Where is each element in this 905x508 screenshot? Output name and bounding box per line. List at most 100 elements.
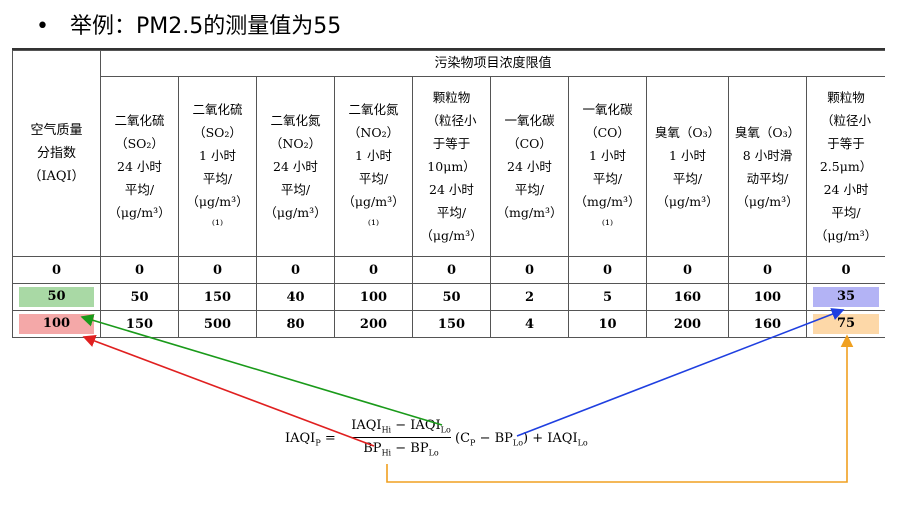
table-cell: 2 [490,283,569,311]
column-header-line: 于等于 [827,136,865,151]
red-arrow [82,334,375,447]
column-header-line: 24 小时 [429,182,474,197]
table-cell: 0 [568,256,647,284]
formula-lhs: IAQIP = [285,431,336,448]
formula-lhs-sub: P [315,438,321,448]
column-header-line: （SO₂） [193,124,242,140]
column-header-line: 平均/ [280,182,311,197]
rhs-mid: − BP [479,431,513,446]
table-row: 0 0 0 0 0 0 0 0 0 0 0 [12,256,885,284]
rhs-bp-sub: Lo [512,438,524,448]
column-header-line: 8 小时滑 [742,147,793,163]
cell-value: 100 [753,289,782,305]
column-header-line: 颗粒物 [827,90,865,105]
table-cell: 0 [334,256,413,284]
column-header-line: 1 小时 [669,147,706,163]
table-cell: 0 [412,256,491,284]
column-header-line: （μg/m³）⁽¹⁾ [186,193,249,232]
cell-value: 80 [286,316,305,332]
column-header-line: 一氧化碳 [504,113,555,128]
iaqi-table: 空气质量 分指数 （IAQI） 污染物项目浓度限值 二氧化硫 （SO₂） 24 小时… [12,50,885,338]
cell-value: 150 [125,316,154,332]
table-row: 50 50 150 40 100 50 2 5 160 100 35 [12,283,885,311]
column-header-line: （粒径小 [426,113,477,128]
cell-value: 200 [673,316,702,332]
cell-value: 2 [524,289,535,305]
table-cell: 0 [646,256,729,284]
column-header-line: 1 小时 [199,147,236,163]
column-header-line: （NO₂） [347,124,400,140]
table-body: 0 0 0 0 0 0 0 0 0 0 0 50 50 150 40 100 50 2 5 160 100 35 100 15… [12,256,885,338]
cell-value: 40 [286,289,305,305]
cell-value: 0 [762,262,773,278]
cell-value: 0 [602,262,613,278]
table-cell: 150 [100,310,179,338]
cell-value: 75 [813,314,880,334]
column-header: 二氧化氮 （NO₂） 24 小时 平均/ （μg/m³） [256,76,335,257]
formula-fraction: IAQIHi − IAQILo BPHi − BPLo [351,418,451,457]
column-header-line: 平均/ [358,170,389,186]
column-header-line: 平均/ [514,182,545,197]
column-header-line: 24 小时 [507,159,552,174]
table-cell: 50 [12,283,101,311]
column-header-line: 24 小时 [117,159,162,174]
table-cell: 35 [805,283,885,311]
table-cell: 150 [178,283,257,311]
column-header-line: 平均/ [436,205,467,220]
cell-value: 0 [290,262,301,278]
column-header-line: 二氧化氮 [348,101,399,117]
column-header-line: 二氧化氮 [270,113,321,128]
cell-value: 100 [19,314,94,334]
table-cell: 150 [412,310,491,338]
column-header-line: 二氧化硫 [114,113,165,128]
column-header-line: （μg/m³）⁽¹⁾ [342,193,405,232]
table-cell: 0 [12,256,101,284]
table-cell: 100 [12,310,101,338]
column-header: 臭氧（O₃） 8 小时滑 动平均/ （μg/m³） [728,76,807,257]
header-iaqi: 空气质量 分指数 （IAQI） [12,50,101,257]
column-header-line: （mg/m³）⁽¹⁾ [574,193,641,232]
cell-value: 5 [602,289,613,305]
table-cell: 160 [646,283,729,311]
header-iaqi-line: 空气质量 [30,123,83,138]
cell-value: 0 [841,262,851,278]
column-header-line: 平均/ [672,170,703,186]
num-a-sub: Hi [381,425,392,435]
num-b: IAQI [410,418,441,433]
table-cell: 100 [728,283,807,311]
table-cell: 0 [728,256,807,284]
cell-value: 35 [813,287,880,307]
formula-numerator: IAQIHi − IAQILo [351,418,451,438]
column-header-line: （NO₂） [269,136,322,151]
slide-title: • 举例：PM2.5的测量值为55 [36,8,341,40]
cell-value: 0 [212,262,223,278]
table-cell: 50 [412,283,491,311]
header-pollutant-limits: 污染物项目浓度限值 [99,50,885,77]
cell-value: 100 [359,289,388,305]
column-header-line: 24 小时 [823,182,869,197]
cell-value: 200 [359,316,388,332]
column-header: 臭氧（O₃） 1 小时 平均/ （μg/m³） [646,76,729,257]
bullet-icon: • [36,14,49,39]
table-cell: 0 [100,256,179,284]
cell-value: 150 [437,316,466,332]
column-header: 颗粒物 （粒径小 于等于 10μm） 24 小时 平均/ （μg/m³） [412,76,491,257]
table-cell: 160 [728,310,807,338]
rhs-close: ) + IAQI [523,431,578,446]
cell-value: 0 [682,262,693,278]
den-a: BP [363,440,382,456]
table-cell: 0 [256,256,335,284]
column-header-line: 臭氧（O₃） [734,124,801,140]
column-header-line: 平均/ [124,182,155,197]
column-header-line: 10μm） [427,159,476,174]
den-minus: − [395,440,407,456]
column-header-line: 一氧化碳 [582,101,633,117]
column-header: 颗粒物 （粒径小 于等于 2.5μm） 24 小时 平均/ （μg/m³） [805,76,885,257]
cell-value: 10 [598,316,617,332]
column-header-line: 动平均/ [746,170,789,186]
table-cell: 0 [178,256,257,284]
column-header-line: （粒径小 [821,113,872,128]
column-header-line: 臭氧（O₃） [654,124,721,140]
column-header-line: 24 小时 [273,159,318,174]
formula-denominator: BPHi − BPLo [351,438,451,458]
